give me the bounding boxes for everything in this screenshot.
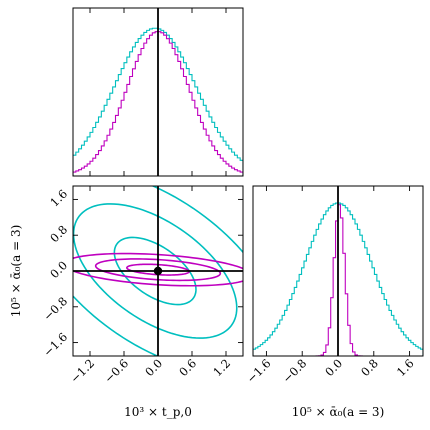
x-tick-label-a-1: −0.8 <box>280 356 310 386</box>
contour-series-1-2sigma <box>73 203 238 339</box>
truth-point <box>153 266 163 276</box>
y-tick-label-a-1: −0.8 <box>40 294 70 324</box>
contour-series-1-3sigma <box>73 186 243 356</box>
x-tick-label-t-4: 1.2 <box>210 356 233 379</box>
contour-series-2-3sigma <box>73 252 243 287</box>
y-tick-label-a-0: −1.6 <box>40 330 70 360</box>
x-tick-label-t-1: −0.6 <box>101 356 131 386</box>
x-tick-label-t-0: −1.2 <box>67 356 97 386</box>
panel-bottom-right-histogram <box>252 185 424 357</box>
panel-bottom-left-contours <box>72 185 244 357</box>
x-tick-label-a-2: 0.0 <box>322 356 345 379</box>
x-tick-label-a-0: −1.6 <box>244 356 274 386</box>
contour-series-2-2sigma <box>94 258 222 282</box>
y-tick-label-a-2: 0.0 <box>47 258 70 281</box>
panel-top-left-histogram <box>72 7 244 177</box>
y-axis-label-left: 10⁵ × ᾱ₀(a = 3) <box>9 225 23 318</box>
x-tick-label-t-2: 0.0 <box>142 356 165 379</box>
x-axis-label-left: 10³ × t_p,0 <box>124 405 192 419</box>
x-tick-label-a-4: 1.6 <box>394 356 417 379</box>
y-tick-label-a-3: 0.8 <box>47 222 70 245</box>
contour-series-1-1sigma <box>113 236 197 306</box>
x-tick-label-t-3: 0.6 <box>176 356 199 379</box>
y-tick-label-a-4: 1.6 <box>47 187 70 210</box>
x-axis-label-right: 10⁵ × ᾱ₀(a = 3) <box>292 405 385 419</box>
contour-series-2-1sigma <box>126 263 190 276</box>
x-tick-label-a-3: 0.8 <box>358 356 381 379</box>
